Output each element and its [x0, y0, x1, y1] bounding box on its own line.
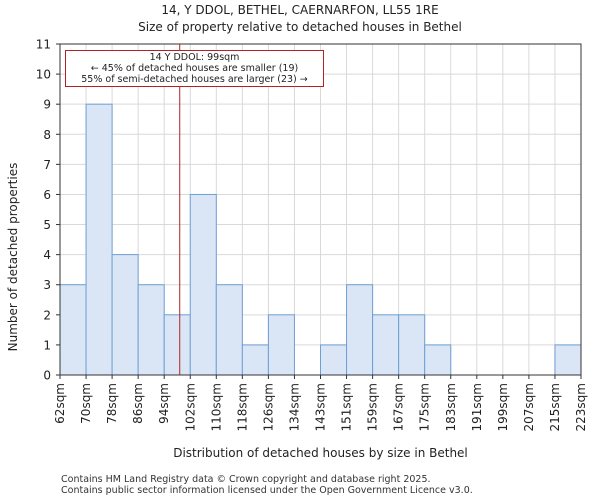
y-tick-label: 0 [43, 369, 51, 383]
x-tick-label: 110sqm [209, 383, 223, 431]
chart-title: 14, Y DDOL, BETHEL, CAERNARFON, LL55 1RE [161, 3, 439, 17]
y-tick-label: 5 [43, 218, 51, 232]
x-tick-label: 159sqm [366, 383, 380, 431]
x-tick-label: 118sqm [235, 383, 249, 431]
y-tick-label: 9 [43, 98, 51, 112]
x-tick-label: 62sqm [53, 383, 67, 424]
footer-line-2: Contains public sector information licen… [61, 485, 473, 496]
x-tick-label: 78sqm [105, 383, 119, 424]
histogram-bar [137, 284, 165, 376]
x-tick-label: 94sqm [157, 383, 171, 424]
x-tick-label: 183sqm [444, 383, 458, 431]
y-tick-label: 3 [43, 278, 51, 292]
x-axis-label: Distribution of detached houses by size … [173, 446, 468, 460]
histogram-bar [267, 314, 295, 376]
x-tick-label: 102sqm [183, 383, 197, 431]
y-tick-label: 4 [43, 248, 51, 262]
histogram-bar [189, 193, 217, 376]
x-tick-label: 199sqm [496, 383, 510, 431]
x-tick-label: 126sqm [261, 383, 275, 431]
histogram-bar [215, 284, 243, 376]
y-tick-label: 1 [43, 338, 51, 352]
y-tick-label: 6 [43, 188, 51, 202]
x-tick-label: 175sqm [418, 383, 432, 431]
x-tick-label: 167sqm [392, 383, 406, 431]
x-tick-label: 143sqm [314, 383, 328, 431]
histogram-bar [372, 314, 400, 376]
histogram-bar [241, 344, 269, 376]
x-tick-label: 191sqm [470, 383, 484, 431]
x-tick-label: 223sqm [574, 383, 588, 431]
chart-subtitle: Size of property relative to detached ho… [138, 20, 462, 34]
histogram-bar [398, 314, 426, 376]
annotation-line-2: ← 45% of detached houses are smaller (19… [90, 63, 299, 74]
y-tick-label: 11 [36, 38, 51, 52]
annotation-box: 14 Y DDOL: 99sqm ← 45% of detached house… [65, 50, 324, 87]
histogram-bar [111, 254, 139, 376]
x-tick-label: 215sqm [548, 383, 562, 431]
histogram-bar [554, 344, 582, 376]
x-tick-label: 151sqm [340, 383, 354, 431]
y-tick-label: 8 [43, 128, 51, 142]
x-tick-label: 70sqm [79, 383, 93, 424]
y-axis-label: Number of detached properties [6, 162, 20, 352]
histogram-bar [59, 284, 87, 376]
histogram-bar [320, 344, 348, 376]
footer-line-1: Contains HM Land Registry data © Crown c… [61, 474, 431, 485]
histogram-bar [424, 344, 452, 376]
annotation-line-3: 55% of semi-detached houses are larger (… [81, 74, 308, 85]
x-tick-label: 86sqm [131, 383, 145, 424]
y-tick-label: 2 [43, 308, 51, 322]
x-tick-label: 134sqm [287, 383, 301, 431]
histogram-bar [346, 284, 374, 376]
y-tick-label: 7 [43, 158, 51, 172]
histogram-bar [163, 314, 191, 376]
annotation-line-1: 14 Y DDOL: 99sqm [149, 52, 240, 63]
histogram-bar [85, 103, 113, 376]
x-tick-label: 207sqm [522, 383, 536, 431]
y-tick-label: 10 [36, 68, 51, 82]
